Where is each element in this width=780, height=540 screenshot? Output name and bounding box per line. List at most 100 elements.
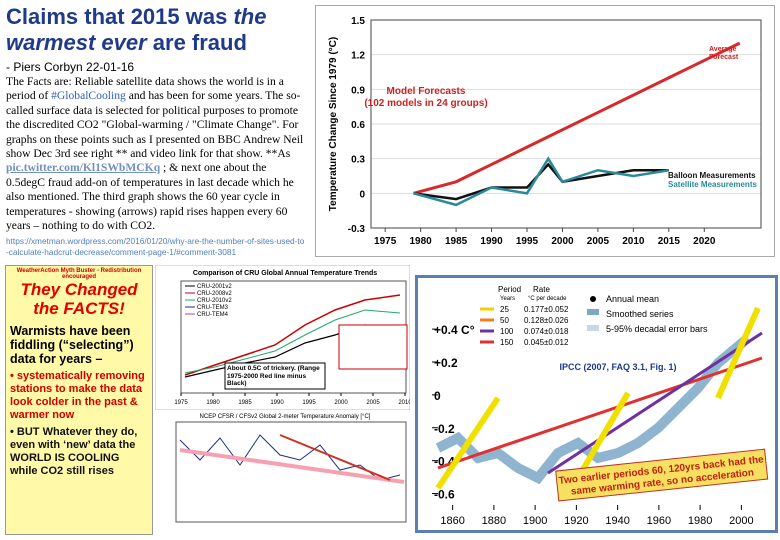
annotation: Forecast (709, 54, 739, 61)
trend (437, 356, 763, 470)
x-tick-label: 1990 (480, 236, 503, 247)
headline-line: They Changed (20, 280, 138, 299)
legend-text: 0.177±0.052 (524, 305, 569, 314)
x-tick-label: 2000 (334, 400, 348, 406)
annotation-text: About 0.5C of trickery. (Range 1975-2000… (227, 365, 320, 387)
annotation: Model Forecasts (387, 86, 466, 97)
x-tick-label: 1940 (605, 515, 629, 527)
annotation: Average (709, 46, 736, 53)
source: IPCC (2007, FAQ 3.1, Fig. 1) (559, 362, 676, 372)
series-line (413, 156, 670, 207)
legend-text: CRU-TEM4 (197, 312, 229, 318)
illustration-line (179, 434, 401, 481)
x-tick-label: 1980 (688, 515, 712, 527)
annotation: (102 models in 24 groups) (364, 98, 487, 109)
mythbuster-panel: WeatherAction Myth Buster - Redistributi… (5, 265, 153, 535)
trend (179, 448, 405, 484)
note-box (224, 362, 326, 390)
x-tick-label: 1980 (410, 236, 433, 247)
x-tick-label: 2020 (693, 236, 716, 247)
ncep-chart: NCEP CFSR / CFSv2 Global 2-meter Tempera… (160, 410, 410, 535)
legend-swatch (590, 296, 596, 302)
annotation: Satellite Measurements (668, 180, 757, 189)
x-tick-label: 2000 (551, 236, 574, 247)
title-part: warmest ever (6, 30, 147, 55)
x-tick-label: 2005 (587, 236, 610, 247)
link[interactable]: pic.twitter.com/Kl1SWbMCKq (6, 161, 161, 175)
x-tick-label: 1900 (523, 515, 547, 527)
x-tick-label: 1880 (482, 515, 506, 527)
x-tick-label: 1975 (374, 236, 397, 247)
legend-text: 0.128±0.026 (524, 316, 569, 325)
y-tick-label: 0.9 (351, 85, 365, 96)
model-chart: -0.3 0 0.3 0.6 0.9 1.2 1.5 1975 1980 1985 1990 1995… (315, 5, 775, 257)
legend-text: Smoothed series (606, 309, 674, 319)
legend-text: Period (498, 285, 521, 294)
note-box (338, 324, 408, 370)
plot-area (175, 421, 407, 523)
headline-line: the FACTS! (33, 299, 125, 318)
cru-chart: Comparison of CRU Global Annual Temperat… (155, 265, 410, 410)
legend-text: CRU-TEM3 (197, 305, 229, 311)
bullet: • systematically removing stations to ma… (10, 370, 145, 421)
text: and has been for some years. The so-call… (6, 89, 304, 161)
x-tick-label: 1995 (302, 400, 316, 406)
y-axis-label: Temperature Change Since 1979 (°C) (328, 37, 339, 211)
legend-text: Years (500, 296, 515, 302)
y-tick-label: 1.2 (351, 51, 365, 62)
legend-swatch (587, 309, 599, 315)
title-part: the (233, 4, 267, 29)
x-tick-label: 2005 (366, 400, 380, 406)
byline: - Piers Corbyn 22-01-16 (6, 60, 135, 74)
callout-box (555, 448, 769, 502)
y-tick-label: +0.4 C° (434, 323, 475, 337)
x-tick-label: 1995 (516, 236, 539, 247)
y-tick-label: 1.5 (351, 16, 365, 27)
x-tick-label: 1960 (647, 515, 671, 527)
frame (160, 410, 410, 535)
x-tick-label: 1980 (206, 400, 220, 406)
x-tick-label: 2015 (658, 236, 681, 247)
legend-text: Rate (533, 285, 550, 294)
legend-text: 0.045±0.012 (524, 338, 569, 347)
bullet: • BUT Whatever they do, even with ‘new’ … (10, 426, 138, 477)
hashtag[interactable]: #GlobalCooling (51, 89, 126, 103)
x-tick-label: 2010 (622, 236, 645, 247)
legend-text: 50 (500, 316, 509, 325)
chart-title: NCEP CFSR / CFSv2 Global 2-meter Tempera… (200, 414, 371, 420)
legend-text: CRU-2001v2 (197, 284, 232, 290)
x-tick-label: 1985 (238, 400, 252, 406)
trend (547, 331, 763, 475)
legend-swatch (587, 325, 599, 331)
title: Claims that 2015 was the warmest ever ar… (6, 4, 306, 56)
x-tick-label: 1920 (564, 515, 588, 527)
x-tick-label: 1985 (445, 236, 468, 247)
legend-text: 150 (500, 338, 514, 347)
series-line (413, 162, 669, 201)
x-tick-label: 2010 (398, 400, 410, 406)
annotation: About 0.5C of trickery. (Range 1975-2000… (227, 365, 320, 387)
annotation: Balloon Measurements (668, 171, 756, 180)
smoothed-band (435, 334, 752, 485)
arrow (435, 396, 501, 490)
lead: Warmists have been fiddling (“selecting”… (10, 324, 134, 366)
title-part: Claims that 2015 was (6, 4, 234, 29)
text: The Facts are: Reliable satellite data s… (6, 75, 284, 103)
series-line (413, 41, 741, 195)
plot-area (370, 19, 762, 229)
x-tick-label: 1990 (270, 400, 284, 406)
illustration-line (184, 309, 401, 374)
url[interactable]: https://xmetman.wordpress.com/2016/01/20… (6, 236, 305, 257)
banner: WeatherAction Myth Buster - Redistributi… (16, 268, 142, 280)
y-tick-label: -0.6 (434, 488, 455, 502)
x-tick-label: 2000 (729, 515, 753, 527)
illustration-line (184, 294, 401, 376)
y-tick-label: -0.2 (434, 422, 455, 436)
headline: They Changed the FACTS! (6, 280, 152, 318)
x-tick-label: 1975 (174, 400, 188, 406)
legend-text: 0.074±0.018 (524, 327, 569, 336)
y-tick-label: +0.2 (434, 356, 458, 370)
legend-text: CRU-2010v2 (197, 298, 232, 304)
x-tick-label: 1860 (440, 515, 464, 527)
